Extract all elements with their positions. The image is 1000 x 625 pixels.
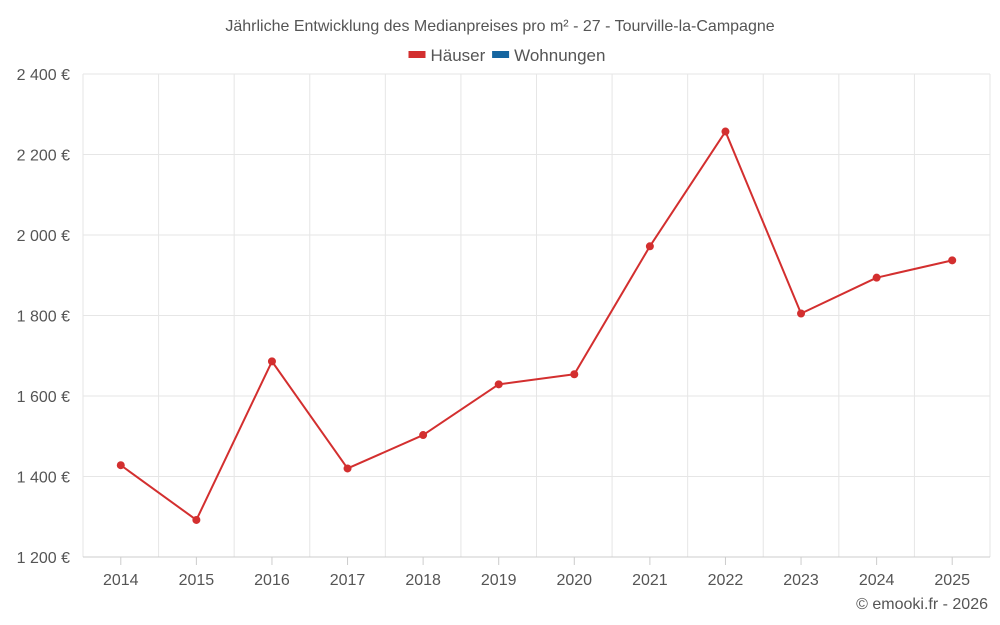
x-tick-label: 2021 [632,572,668,589]
x-tick-label: 2024 [859,572,895,589]
x-tick-label: 2019 [481,572,517,589]
data-point[interactable] [721,127,730,136]
legend-item[interactable]: Häuser [408,46,486,65]
y-axis-tick-labels: 1 200 € 1 400 € 1 600 € 1 800 € 2 000 € 2 200… [17,67,70,567]
series-line-häuser [120,130,953,521]
y-tick-label: 2 000 € [17,228,70,245]
data-point[interactable] [267,357,276,366]
y-tick-label: 2 200 € [17,148,70,165]
x-tick-label: 2025 [934,572,970,589]
legend[interactable]: Häuser Wohnungen [408,46,606,65]
x-tick-label: 2014 [103,572,139,589]
legend-swatch [492,51,510,58]
data-point[interactable] [343,464,352,473]
y-tick-label: 1 600 € [17,389,70,406]
x-tick-label: 2018 [405,572,441,589]
data-point[interactable] [645,242,654,251]
data-point[interactable] [192,515,201,524]
x-tick-label: 2020 [556,572,592,589]
data-point[interactable] [948,256,957,265]
horizontal-gridlines [83,73,990,477]
y-tick-label: 1 800 € [17,309,70,326]
data-point[interactable] [872,273,881,282]
y-tick-label: 2 400 € [17,67,70,84]
data-point[interactable] [797,309,806,318]
data-point[interactable] [419,431,428,440]
data-point[interactable] [116,461,125,470]
data-point[interactable] [570,370,579,379]
data-point[interactable] [494,380,503,389]
x-tick-label: 2017 [330,572,366,589]
x-tick-label: 2015 [179,572,215,589]
y-tick-label: 1 400 € [17,470,70,487]
legend-label: Wohnungen [514,46,605,65]
x-axis-tick-labels: 2014 2015 2016 2017 2018 2019 2020 2021 2022 2023… [103,557,970,589]
chart-title: Jährliche Entwicklung des Medianpreises … [225,18,774,35]
x-tick-label: 2022 [708,572,744,589]
credit-text: © emooki.fr - 2026 [856,596,988,613]
series-layer [116,127,957,524]
x-tick-label: 2016 [254,572,290,589]
legend-label: Häuser [431,46,486,65]
y-tick-label: 1 200 € [17,550,70,567]
legend-swatch [408,51,426,58]
x-tick-label: 2023 [783,572,819,589]
legend-item[interactable]: Wohnungen [492,46,605,65]
